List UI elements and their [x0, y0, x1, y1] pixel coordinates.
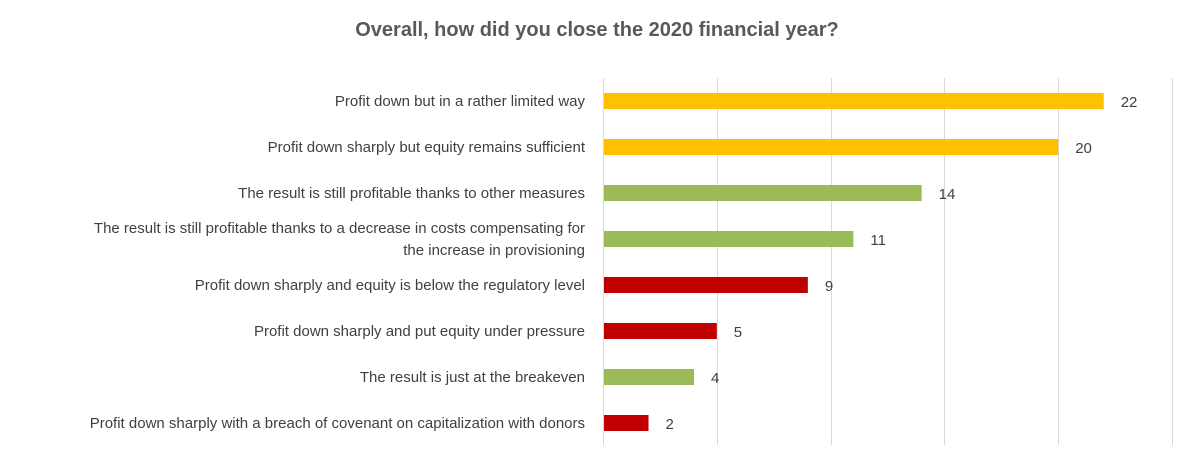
category-label: The result is still profitable thanks to…	[94, 220, 585, 259]
data-label: 4	[711, 370, 719, 387]
category-labels: Profit down but in a rather limited way P…	[90, 93, 586, 432]
category-label: Profit down sharply and put equity under…	[254, 323, 585, 340]
bar	[604, 415, 649, 431]
category-label: Profit down sharply and equity is below …	[195, 277, 585, 294]
bar	[604, 369, 695, 385]
category-label: The result is just at the breakeven	[360, 369, 585, 386]
data-label: 22	[1121, 94, 1138, 111]
bar	[604, 93, 1104, 109]
bar	[604, 323, 717, 339]
bars	[604, 93, 1104, 431]
data-label: 5	[734, 324, 742, 341]
category-label: Profit down sharply with a breach of cov…	[90, 415, 585, 432]
bar	[604, 231, 854, 247]
data-label: 14	[939, 186, 956, 203]
data-labels: 22 20 14 11 9 5 4 2	[666, 94, 1138, 433]
bar	[604, 185, 922, 201]
data-label: 9	[825, 278, 833, 295]
chart-title: Overall, how did you close the 2020 fina…	[355, 19, 839, 41]
bar	[604, 277, 808, 293]
category-label: The result is still profitable thanks to…	[238, 185, 585, 202]
data-label: 11	[870, 232, 886, 249]
gridlines	[603, 78, 1173, 445]
data-label: 20	[1075, 140, 1092, 157]
category-label: Profit down but in a rather limited way	[335, 93, 586, 110]
category-label: Profit down sharply but equity remains s…	[268, 139, 586, 156]
data-label: 2	[666, 416, 674, 433]
bar	[604, 139, 1059, 155]
